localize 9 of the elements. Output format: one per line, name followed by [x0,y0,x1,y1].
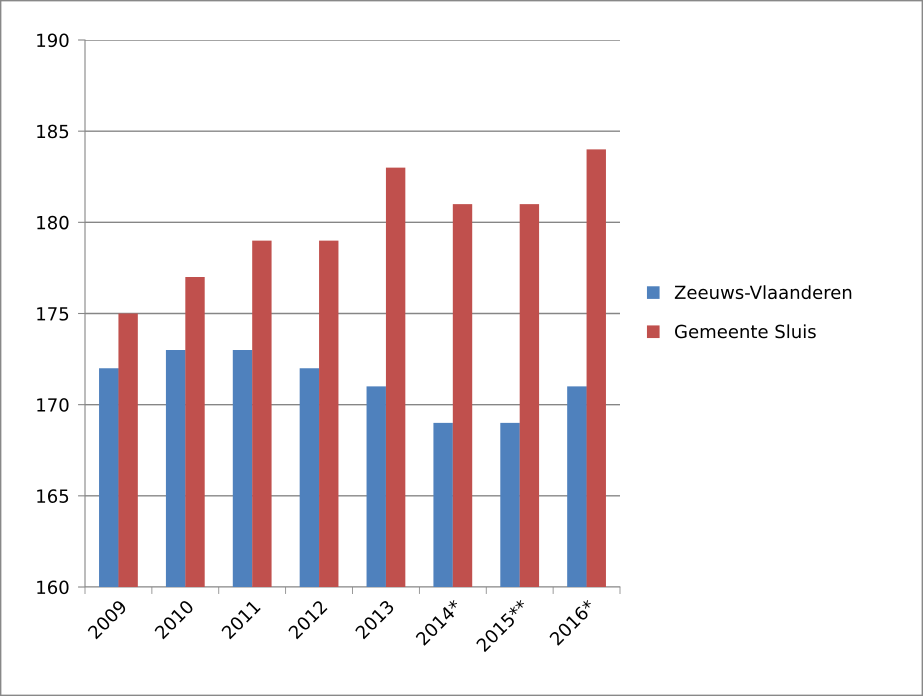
y-tick-label: 175 [37,307,68,321]
legend-label: Zeeuws-Vlaanderen [674,285,852,300]
y-tick-label: 165 [37,489,68,503]
y-tick-label: 170 [37,398,69,412]
y-tick-label: 190 [37,33,69,48]
y-tick-label: 185 [37,124,68,138]
legend-label: Gemeente Sluis [675,324,816,338]
y-tick-label: 180 [37,216,69,230]
y-tick-label: 160 [37,580,69,594]
